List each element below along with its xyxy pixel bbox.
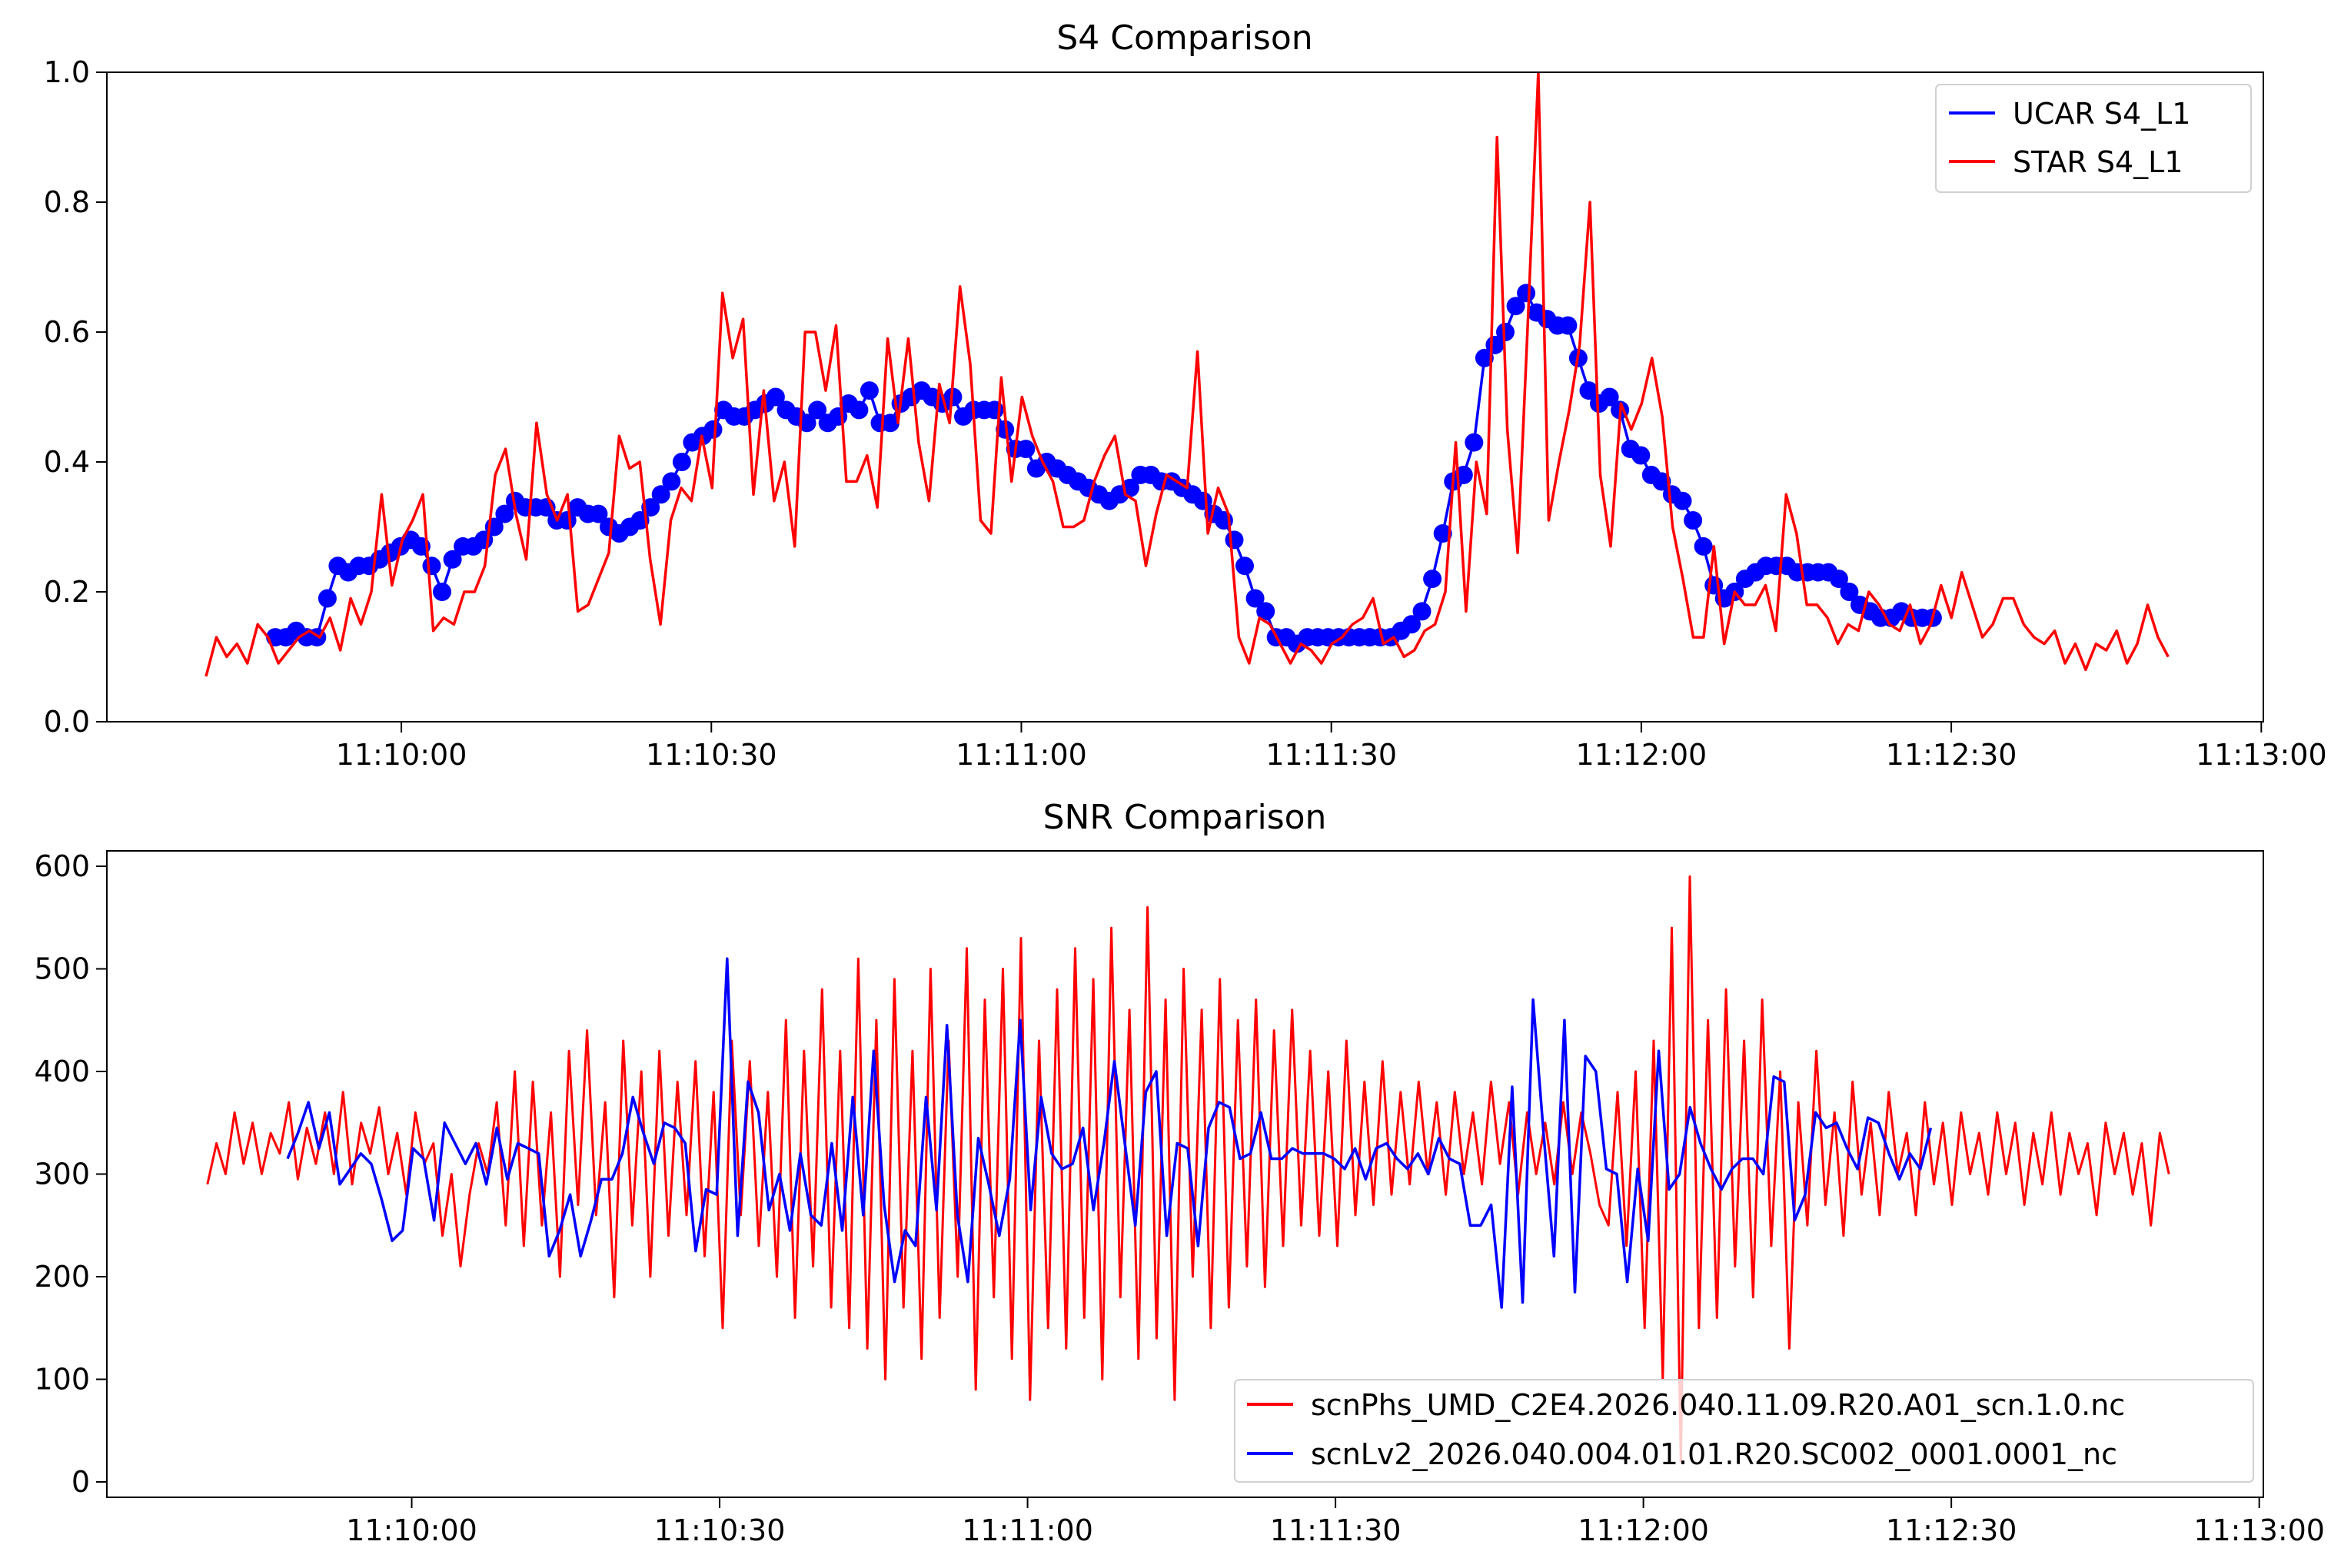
y-tick-label: 600 <box>34 849 90 883</box>
chart-title: S4 Comparison <box>1056 18 1312 58</box>
s4-comparison-chart: S4 Comparison 11:10:00 11:10:30 11:11:00 11… <box>44 18 2327 772</box>
x-tick-label: 11:11:00 <box>962 1513 1093 1547</box>
x-tick-label: 11:13:00 <box>2196 738 2327 772</box>
y-tick-label: 300 <box>34 1158 90 1191</box>
legend-label-scnlv2: scnLv2_2026.040.004.01.01.R20.SC002_0001… <box>1311 1437 2117 1471</box>
y-tick-label: 200 <box>34 1260 90 1294</box>
x-tick-label: 11:10:00 <box>346 1513 477 1547</box>
x-tick-label: 11:11:30 <box>1265 738 1397 772</box>
y-tick-label: 0.4 <box>44 445 90 479</box>
x-tick-label: 11:11:30 <box>1270 1513 1402 1547</box>
x-tick-label: 11:12:30 <box>1886 1513 2017 1547</box>
y-tick-label: 0 <box>71 1465 90 1499</box>
x-tick-label: 11:12:30 <box>1886 738 2017 772</box>
y-tick-label: 400 <box>34 1055 90 1088</box>
axes-frame <box>106 71 2264 723</box>
y-tick-label: 0.0 <box>44 705 90 739</box>
series-line-0 <box>206 875 2170 1463</box>
legend: UCAR S4_L1 STAR S4_L1 <box>1935 84 2252 193</box>
x-tick-label: 11:10:30 <box>646 738 777 772</box>
series-line-1 <box>205 72 2170 677</box>
snr-comparison-chart: SNR Comparison 11:10:00 11:10:30 11:11:00 1… <box>34 798 2325 1547</box>
y-tick-label: 1.0 <box>44 55 90 89</box>
legend-label-scnphs: scnPhs_UMD_C2E4.2026.040.11.09.R20.A01_s… <box>1311 1388 2125 1422</box>
x-tick-label: 11:11:00 <box>956 738 1087 772</box>
y-tick-label: 0.6 <box>44 315 90 349</box>
x-tick-label: 11:10:00 <box>336 738 467 772</box>
y-tick-label: 100 <box>34 1362 90 1396</box>
x-tick-label: 11:12:00 <box>1576 738 1708 772</box>
y-tick-label: 500 <box>34 952 90 986</box>
x-tick-label: 11:12:00 <box>1578 1513 1709 1547</box>
chart-title: SNR Comparison <box>1043 798 1327 837</box>
series-line-1 <box>286 957 1933 1309</box>
y-tick-label: 0.8 <box>44 185 90 219</box>
legend: scnPhs_UMD_C2E4.2026.040.11.09.R20.A01_s… <box>1234 1379 2254 1483</box>
legend-label-ucar: UCAR S4_L1 <box>2013 97 2190 131</box>
y-tick-label: 0.2 <box>44 575 90 609</box>
x-tick-label: 11:13:00 <box>2193 1513 2325 1547</box>
x-tick-label: 11:10:30 <box>654 1513 786 1547</box>
series-line-0 <box>275 291 1933 646</box>
legend-label-star: STAR S4_L1 <box>2013 145 2183 179</box>
